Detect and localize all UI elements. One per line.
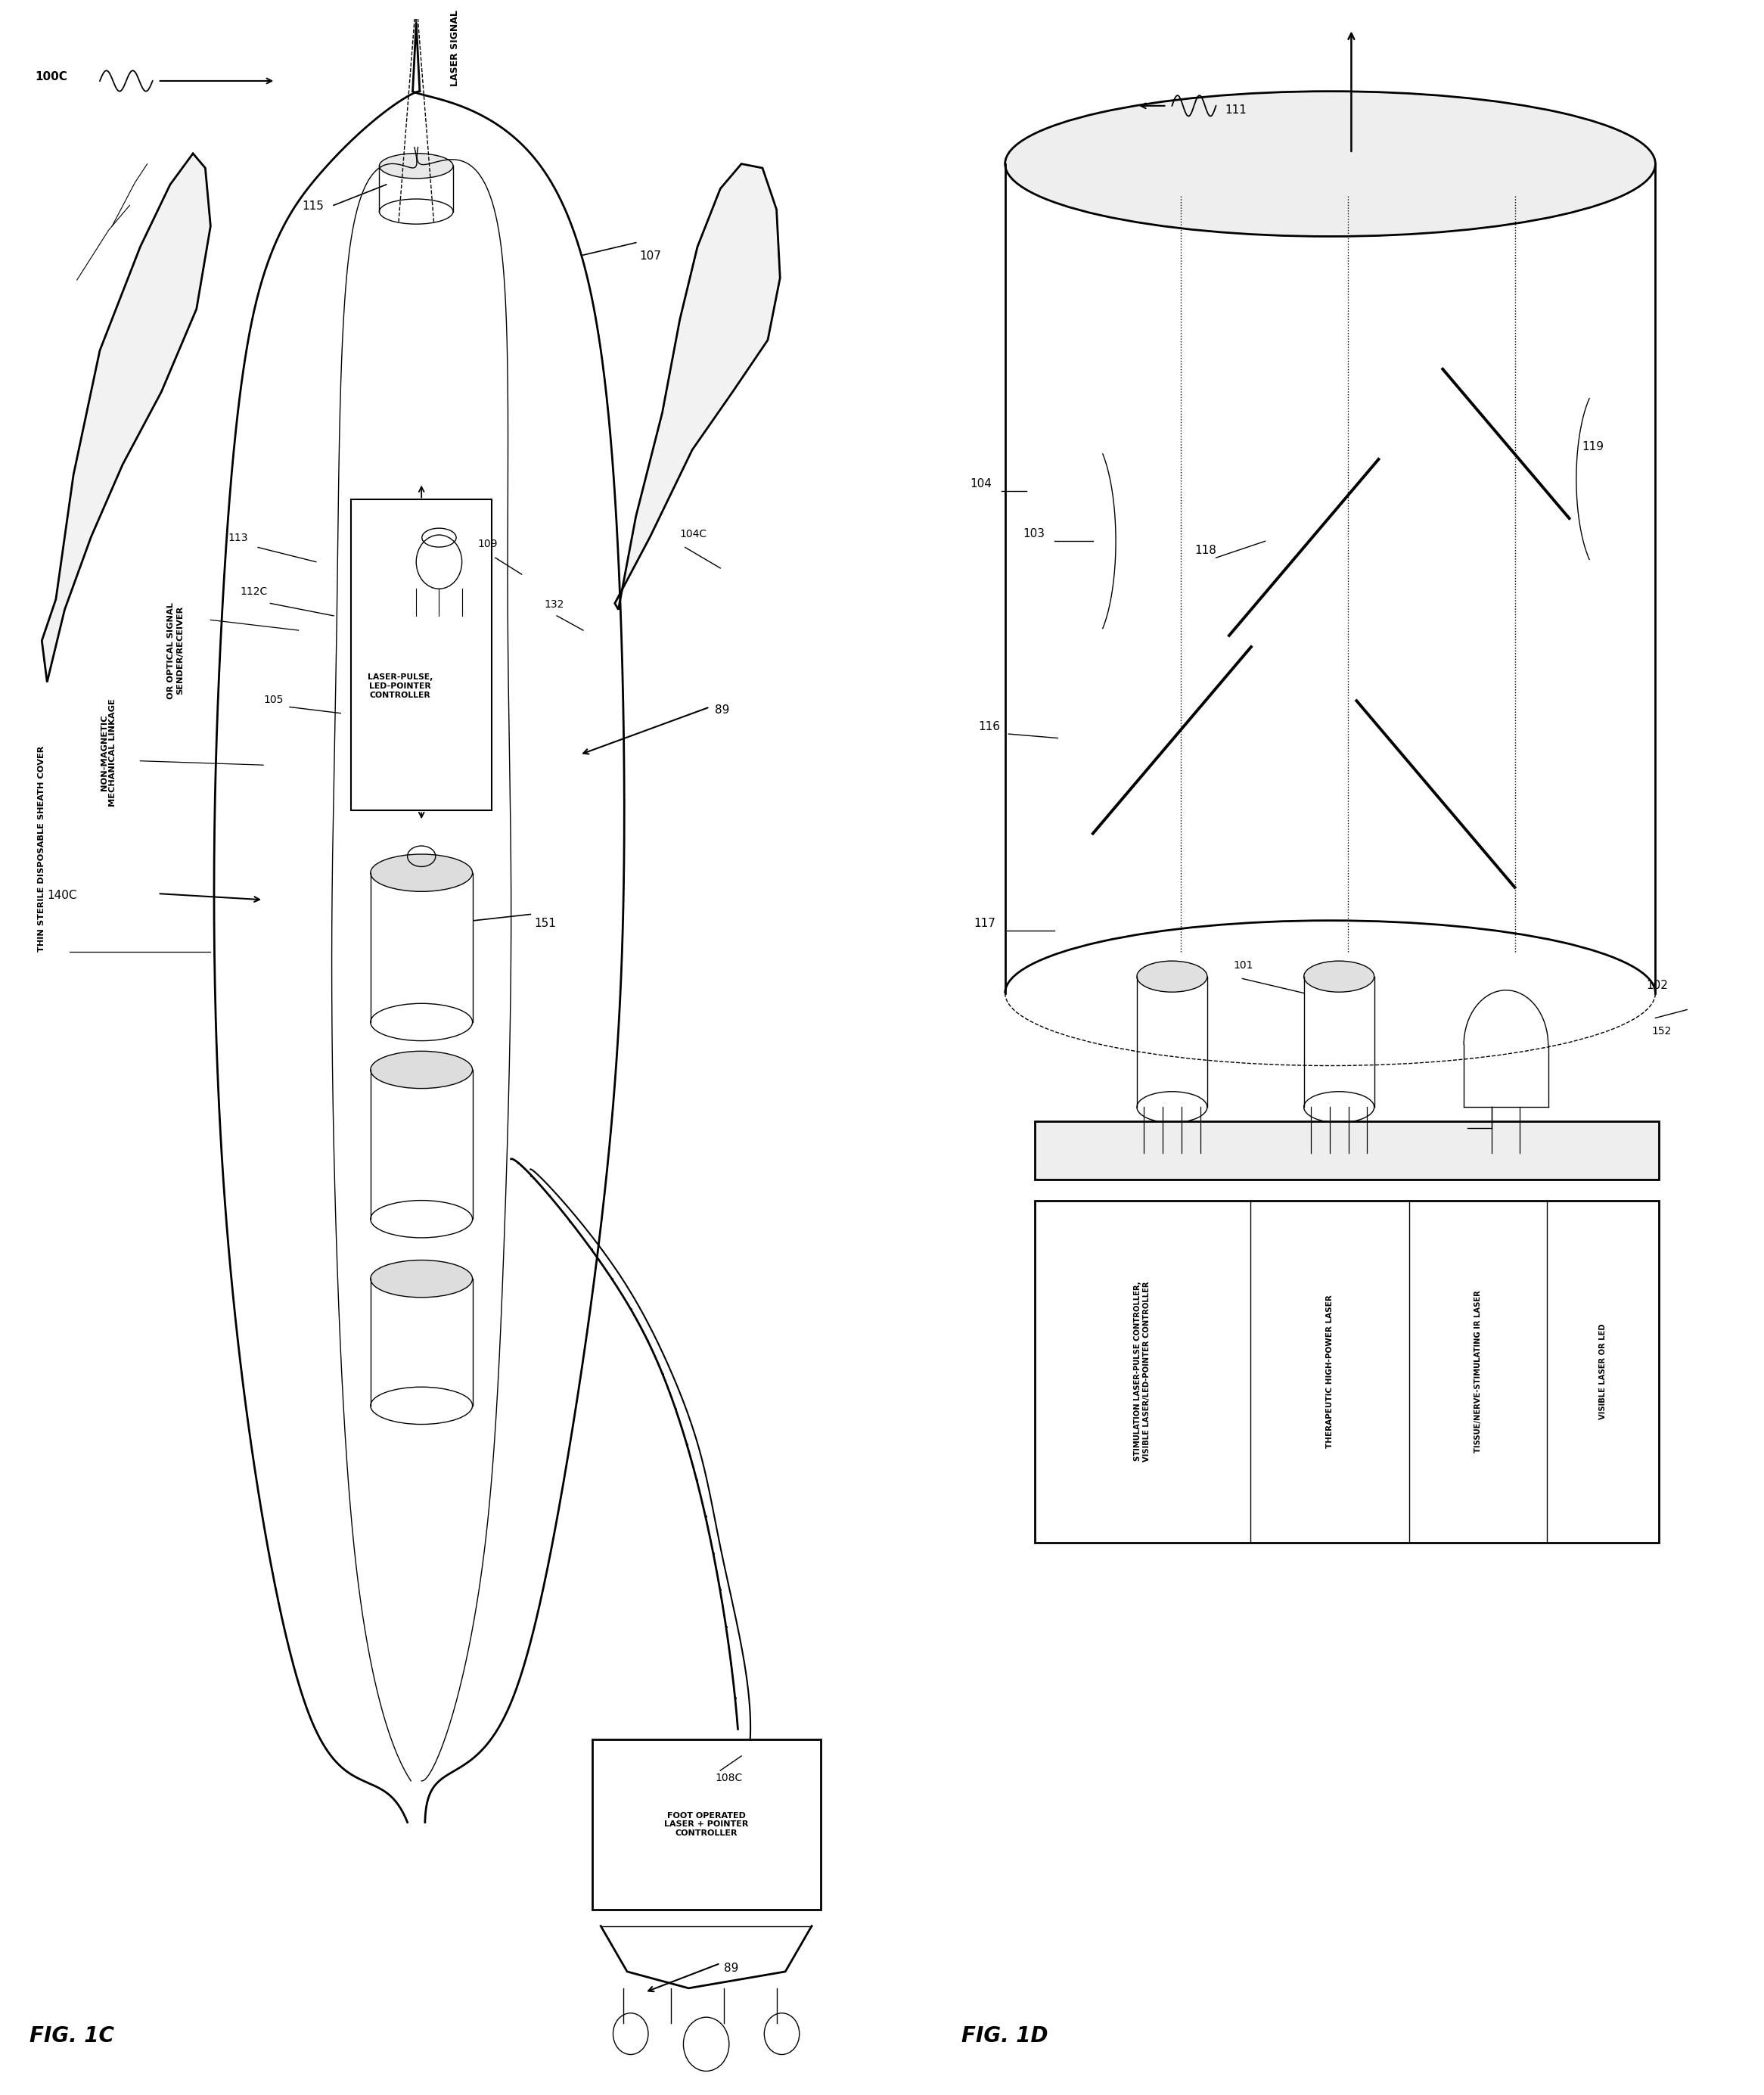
Ellipse shape [1304,962,1374,993]
Text: TISSUE/NERVE-STIMULATING IR LASER: TISSUE/NERVE-STIMULATING IR LASER [1475,1291,1482,1452]
Text: FIG. 1C: FIG. 1C [30,2026,115,2047]
Text: FOOT OPERATED
LASER + POINTER
CONTROLLER: FOOT OPERATED LASER + POINTER CONTROLLER [663,1812,748,1837]
Ellipse shape [1005,92,1655,237]
Ellipse shape [370,855,473,892]
Text: 113: 113 [228,532,249,543]
Text: 109: 109 [478,538,497,549]
Ellipse shape [1136,962,1207,993]
Text: 104C: 104C [679,528,707,538]
Text: 102: 102 [1646,980,1669,991]
Text: 103: 103 [1023,528,1044,538]
Polygon shape [42,153,210,683]
Text: VISIBLE LASER OR LED: VISIBLE LASER OR LED [1598,1324,1607,1418]
Text: 101: 101 [1233,960,1254,970]
Text: THIN STERILE DISPOSABLE SHEATH COVER: THIN STERILE DISPOSABLE SHEATH COVER [39,746,46,951]
Text: 112C: 112C [240,587,268,597]
Text: 104: 104 [970,478,991,490]
Text: 89: 89 [723,1963,739,1973]
Text: 115: 115 [302,201,325,212]
Text: 107: 107 [639,249,662,262]
Text: 108C: 108C [714,1772,743,1783]
Text: 116: 116 [979,721,1000,731]
Text: 89: 89 [714,704,730,716]
FancyBboxPatch shape [1035,1200,1658,1542]
Text: NON-MAGNETIC
MECHANICAL LINKAGE: NON-MAGNETIC MECHANICAL LINKAGE [101,698,116,807]
Text: 140C: 140C [48,890,78,901]
Text: 100C: 100C [35,71,67,82]
FancyBboxPatch shape [1035,1121,1658,1179]
Text: 105: 105 [263,696,284,706]
Ellipse shape [370,1259,473,1297]
Text: LASER-PULSE,
LED-POINTER
CONTROLLER: LASER-PULSE, LED-POINTER CONTROLLER [367,675,432,700]
Text: 132: 132 [545,599,564,610]
Text: OR OPTICAL SIGNAL
SENDER/RECEIVER: OR OPTICAL SIGNAL SENDER/RECEIVER [168,601,183,700]
Polygon shape [616,163,780,610]
Text: 118: 118 [1194,545,1217,555]
Text: 119: 119 [1582,440,1603,453]
Text: 111: 111 [1224,105,1247,115]
Ellipse shape [379,153,453,178]
FancyBboxPatch shape [593,1739,820,1909]
Text: THERAPEUTIC HIGH-POWER LASER: THERAPEUTIC HIGH-POWER LASER [1327,1295,1334,1448]
Text: LASER SIGNAL: LASER SIGNAL [450,10,460,86]
Text: 152: 152 [1651,1027,1672,1037]
Text: 117: 117 [974,918,995,928]
Text: FIG. 1D: FIG. 1D [961,2026,1048,2047]
FancyBboxPatch shape [351,501,492,811]
Text: 151: 151 [534,918,556,928]
Ellipse shape [370,1052,473,1089]
Text: STIMULATION LASER-PULSE CONTROLLER,
VISIBLE LASER/LED-POINTER CONTROLLER: STIMULATION LASER-PULSE CONTROLLER, VISI… [1134,1282,1150,1462]
